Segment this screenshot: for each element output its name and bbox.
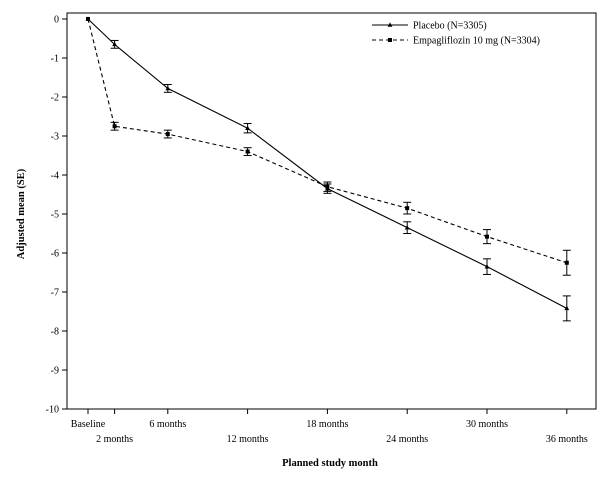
x-tick-label: 36 months: [546, 434, 588, 445]
data-point: [564, 305, 570, 311]
legend-item: Empagliflozin 10 mg (N=3304): [372, 36, 540, 47]
legend-label: Placebo (N=3305): [413, 21, 487, 32]
data-point: [405, 206, 410, 211]
data-point: [325, 184, 330, 189]
y-tick-label: -9: [51, 366, 59, 377]
y-tick-label: -5: [51, 210, 59, 221]
y-tick-label: -4: [51, 171, 59, 182]
data-point: [484, 264, 490, 269]
data-point: [112, 124, 117, 129]
data-point: [165, 132, 170, 137]
data-point: [404, 225, 410, 230]
data-point: [245, 149, 250, 154]
legend-marker: [388, 38, 392, 42]
legend-item: Placebo (N=3305): [372, 21, 487, 32]
data-point: [112, 41, 117, 47]
series-line: [87, 18, 568, 309]
data-point: [245, 125, 250, 130]
y-tick-label: -2: [51, 93, 59, 104]
legend: Placebo (N=3305) Empagliflozin 10 mg (N=3…: [372, 21, 540, 47]
y-tick-label: 0: [54, 15, 59, 26]
y-tick-label: -3: [51, 132, 59, 143]
x-axis-title: Planned study month: [282, 458, 378, 469]
data-point: [564, 260, 569, 265]
x-tick-label: 30 months: [466, 419, 508, 430]
series-empagliflozin: [86, 17, 571, 276]
y-tick-label: -7: [51, 288, 59, 299]
x-tick-label: 6 months: [149, 419, 186, 430]
axes: 0 -1 -2 -3 -4 -5 -6 -7 -8 -9 -10 Baseline 2 months 6 …: [46, 12, 597, 445]
x-tick-label: 2 months: [96, 434, 133, 445]
legend-label: Empagliflozin 10 mg (N=3304): [413, 36, 540, 47]
y-tick-label: -1: [51, 54, 59, 65]
legend-marker: [387, 22, 393, 27]
y-tick-label: -6: [51, 249, 59, 260]
x-tick-label: 24 months: [386, 434, 428, 445]
y-axis-title: Adjusted mean (SE): [16, 168, 27, 259]
x-tick-label: 18 months: [306, 419, 348, 430]
series-placebo: [85, 16, 571, 322]
y-tick-label: -10: [46, 405, 59, 416]
data-point: [86, 17, 90, 21]
x-tick-label: Baseline: [71, 419, 106, 430]
x-tick-label: 12 months: [227, 434, 269, 445]
data-point: [485, 234, 489, 239]
series-line: [87, 18, 567, 264]
data-point: [165, 85, 171, 91]
plot-frame: [66, 12, 597, 410]
y-tick-label: -8: [51, 327, 59, 338]
series-layer: [85, 16, 571, 322]
